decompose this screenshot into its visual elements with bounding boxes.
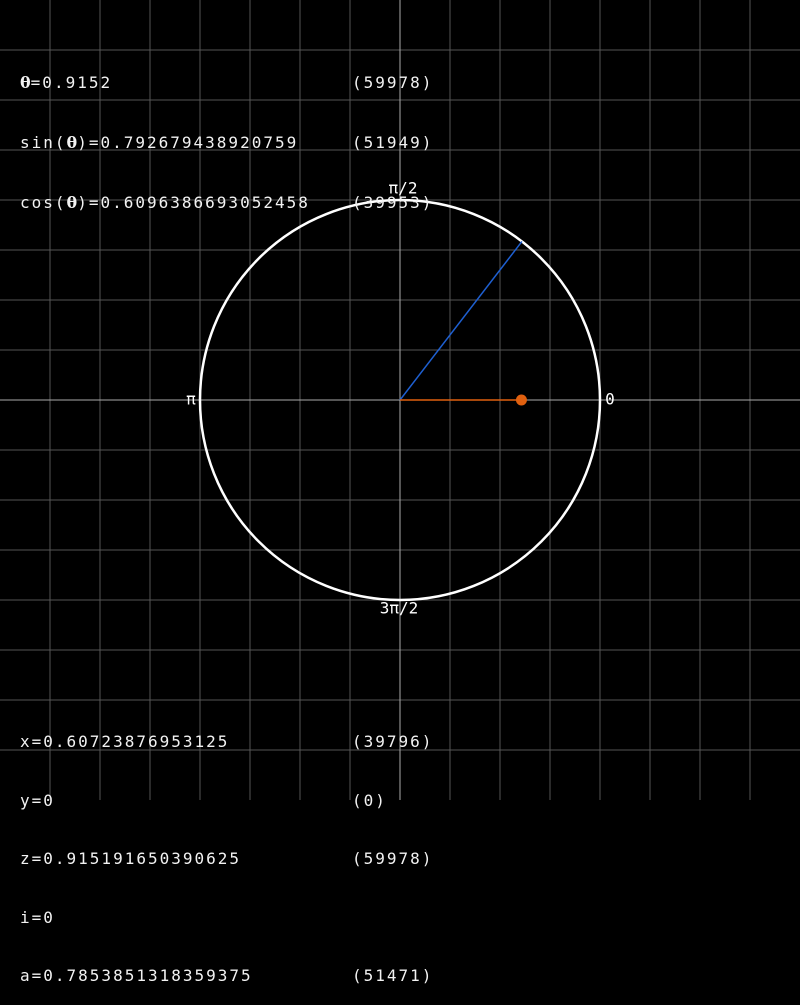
y-raw: (0) [352, 790, 387, 810]
i-readout: i=0 [20, 907, 55, 927]
theta-readout: θ=0.9152 [20, 73, 113, 92]
cos-point [515, 394, 527, 406]
unit-circle-plot [0, 0, 800, 800]
angle-line [399, 241, 523, 401]
label-pi: π [186, 389, 196, 409]
y-readout: y=0 [20, 790, 55, 810]
readout-top-raw: (59978) (51949) (39953) [352, 33, 433, 233]
readout-top: θ=0.9152 sin(θ)=0.792679438920759 cos(θ)… [20, 33, 310, 233]
z-raw: (59978) [352, 849, 434, 868]
x-readout: x=0.60723876953125 [20, 732, 230, 751]
sin-raw: (51949) [352, 133, 434, 152]
cos-readout: cos(θ)=0.6096386693052458 [20, 193, 310, 212]
readout-bottom: x=0.60723876953125 y=0 z=0.9151916503906… [20, 693, 253, 1005]
z-readout: z=0.915191650390625 [20, 849, 242, 868]
a-readout: a=0.7853851318359375 [20, 966, 253, 985]
sin-readout: sin(θ)=0.792679438920759 [20, 133, 299, 152]
label-0: 0 [605, 389, 615, 409]
i-raw [352, 908, 433, 928]
a-raw: (51471) [352, 966, 434, 985]
x-raw: (39796) [352, 732, 434, 751]
unit-circle [198, 198, 602, 602]
readout-bottom-raw: (39796) (0) (59978) (51471) [352, 693, 433, 1005]
label-3pi-over-2: 3π/2 [379, 598, 419, 618]
label-pi-over-2: π/2 [388, 178, 418, 198]
theta-raw: (59978) [352, 73, 434, 92]
cos-raw: (39953) [352, 193, 434, 212]
